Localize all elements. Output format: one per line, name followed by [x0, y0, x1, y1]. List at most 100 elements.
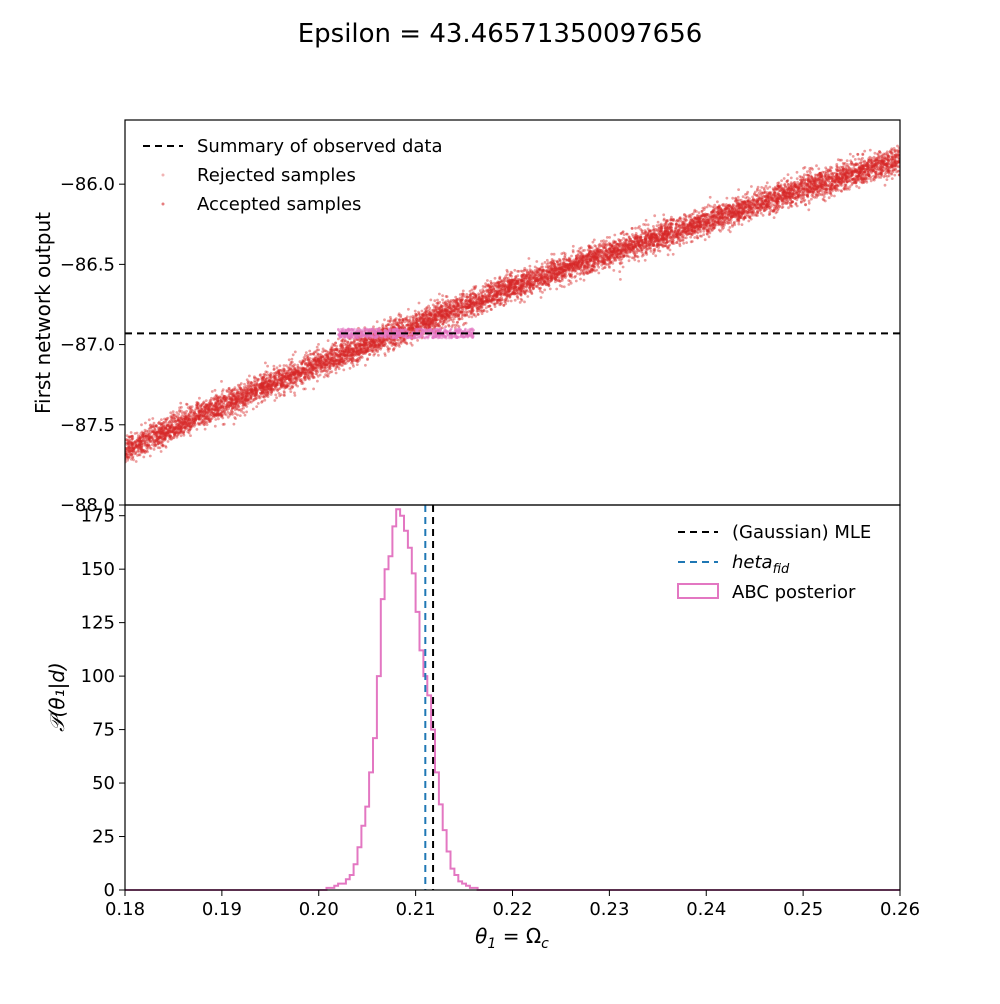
rejected-sample-point	[515, 288, 519, 292]
rejected-sample-point	[849, 167, 853, 171]
rejected-sample-point	[216, 406, 220, 410]
rejected-sample-point	[758, 208, 762, 212]
rejected-sample-point	[184, 424, 188, 428]
rejected-sample-point	[364, 339, 368, 343]
rejected-sample-point	[470, 288, 474, 292]
rejected-sample-point	[855, 184, 858, 188]
rejected-sample-point	[717, 209, 720, 213]
rejected-sample-point	[700, 210, 704, 213]
rejected-sample-point	[684, 236, 688, 240]
rejected-sample-point	[275, 383, 279, 387]
rejected-sample-point	[528, 285, 532, 289]
rejected-sample-point	[458, 311, 462, 315]
rejected-sample-point	[395, 323, 399, 327]
rejected-sample-point	[461, 289, 465, 293]
rejected-sample-point	[274, 377, 278, 380]
rejected-sample-point	[671, 252, 675, 256]
rejected-sample-point	[662, 233, 665, 236]
rejected-sample-point	[130, 437, 134, 441]
rejected-sample-point	[564, 257, 567, 261]
rejected-sample-point	[455, 299, 458, 303]
rejected-sample-point	[410, 322, 414, 326]
rejected-sample-point	[690, 229, 693, 232]
rejected-sample-point	[137, 453, 141, 457]
rejected-sample-point	[810, 197, 813, 201]
rejected-sample-point	[680, 226, 684, 230]
rejected-sample-point	[188, 422, 192, 426]
rejected-sample-point	[662, 217, 666, 221]
rejected-sample-point	[597, 256, 600, 260]
rejected-sample-point	[713, 212, 717, 216]
rejected-sample-point	[666, 253, 670, 257]
rejected-sample-point	[312, 353, 316, 356]
rejected-sample-point	[151, 417, 155, 420]
rejected-sample-point	[249, 390, 253, 393]
rejected-sample-point	[328, 367, 332, 370]
rejected-sample-point	[275, 396, 278, 400]
rejected-sample-point	[866, 170, 870, 174]
rejected-sample-point	[858, 166, 862, 170]
rejected-sample-point	[581, 256, 584, 259]
rejected-sample-point	[141, 435, 145, 439]
rejected-sample-point	[326, 339, 330, 342]
rejected-sample-point	[758, 197, 761, 200]
rejected-sample-point	[459, 310, 463, 314]
rejected-sample-point	[223, 397, 227, 401]
rejected-sample-point	[445, 311, 449, 314]
rejected-sample-point	[509, 283, 513, 287]
rejected-sample-point	[659, 237, 663, 241]
rejected-sample-point	[719, 207, 723, 211]
rejected-sample-point	[608, 236, 611, 239]
rejected-sample-point	[329, 349, 333, 352]
rejected-sample-point	[799, 200, 803, 204]
rejected-sample-point	[440, 309, 443, 313]
rejected-sample-point	[210, 390, 214, 393]
rejected-sample-point	[184, 415, 188, 419]
rejected-sample-point	[289, 376, 293, 380]
rejected-sample-point	[854, 174, 858, 178]
rejected-sample-point	[369, 343, 373, 347]
rejected-sample-point	[469, 304, 472, 307]
rejected-sample-point	[634, 232, 638, 235]
rejected-sample-point	[525, 273, 529, 277]
rejected-sample-point	[326, 354, 330, 357]
rejected-sample-point	[192, 424, 196, 428]
rejected-sample-point	[125, 454, 129, 458]
rejected-sample-point	[197, 423, 201, 426]
rejected-sample-point	[816, 178, 820, 182]
rejected-sample-point	[336, 353, 340, 357]
rejected-sample-point	[870, 161, 874, 165]
rejected-sample-point	[789, 176, 793, 180]
rejected-sample-point	[476, 312, 480, 316]
rejected-sample-point	[740, 211, 743, 215]
rejected-sample-point	[235, 399, 239, 403]
rejected-sample-point	[626, 251, 629, 255]
rejected-sample-point	[771, 187, 775, 191]
rejected-sample-point	[867, 160, 871, 164]
rejected-sample-point	[271, 383, 275, 387]
rejected-sample-point	[574, 279, 578, 283]
rejected-sample-point	[760, 186, 764, 189]
rejected-sample-point	[617, 252, 620, 256]
rejected-sample-point	[821, 190, 824, 194]
rejected-sample-point	[389, 317, 393, 321]
rejected-sample-point	[778, 189, 782, 193]
rejected-sample-point	[878, 168, 881, 172]
rejected-sample-point	[234, 412, 237, 415]
rejected-sample-point	[663, 232, 666, 236]
rejected-sample-point	[516, 274, 520, 278]
rejected-sample-point	[652, 248, 656, 252]
rejected-sample-point	[810, 166, 813, 170]
rejected-sample-point	[670, 229, 673, 233]
rejected-sample-point	[630, 248, 634, 252]
rejected-sample-point	[132, 447, 136, 451]
rejected-sample-point	[242, 406, 245, 410]
rejected-sample-point	[426, 317, 430, 321]
rejected-sample-point	[774, 197, 777, 201]
rejected-sample-point	[887, 174, 891, 178]
rejected-sample-point	[480, 302, 484, 305]
rejected-sample-point	[831, 177, 835, 181]
rejected-sample-point	[887, 171, 891, 174]
rejected-sample-point	[802, 181, 806, 185]
rejected-sample-point	[855, 163, 859, 167]
